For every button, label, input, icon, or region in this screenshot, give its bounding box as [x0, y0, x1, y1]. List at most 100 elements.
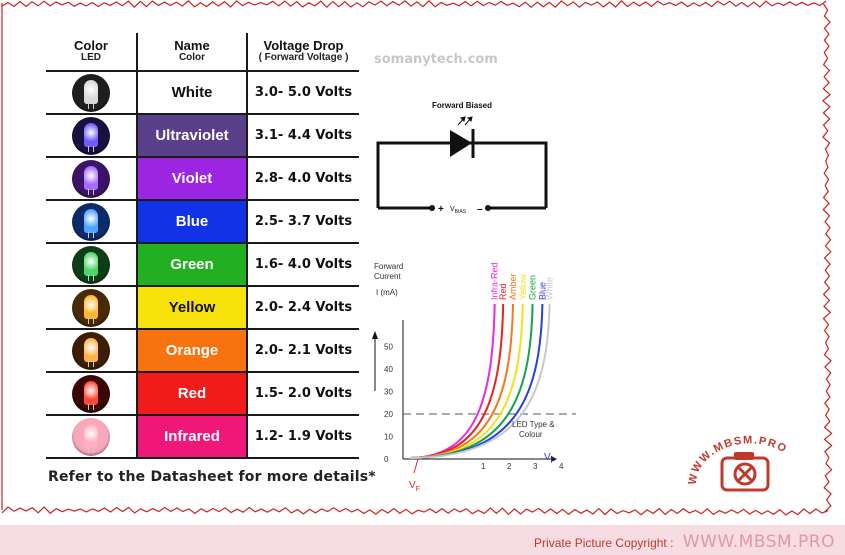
- y-tick-label: 20: [384, 410, 393, 419]
- curve-label: Red: [498, 283, 508, 300]
- voltage-cell: 1.6- 4.0 Volts: [247, 242, 359, 287]
- footer-bar: [0, 525, 845, 555]
- led-image-cell: [46, 156, 138, 201]
- led-image-cell: [46, 113, 138, 158]
- camera-icon: [720, 452, 770, 492]
- terminal-positive: [429, 205, 435, 211]
- voltage-cell: 1.2- 1.9 Volts: [247, 414, 359, 459]
- led-bulb-icon: [72, 288, 110, 327]
- curve-label: Green: [528, 275, 538, 300]
- color-name-cell: Green: [137, 242, 248, 287]
- led-image-cell: [46, 242, 138, 287]
- x-tick-label: 1: [481, 462, 486, 471]
- forward-biased-circuit: Forward Biased + VBIAS –: [376, 101, 548, 215]
- vbias-label: VBIAS: [450, 206, 467, 215]
- table-row: Blue 2.5- 3.7 Volts: [46, 199, 359, 244]
- header-name: Name Color: [137, 33, 248, 72]
- color-name-cell: White: [137, 70, 248, 115]
- voltage-cell: 2.0- 2.4 Volts: [247, 285, 359, 330]
- circuit-label: Forward Biased: [432, 101, 492, 110]
- led-bulb-icon: [72, 73, 110, 112]
- terminal-negative: [485, 205, 491, 211]
- iv-curve-yellow: [409, 303, 524, 459]
- table-header-row: Color LED Name Color Voltage Drop ( Forw…: [46, 33, 359, 72]
- plus-sign: +: [438, 204, 444, 215]
- color-name-cell: Red: [137, 371, 248, 416]
- led-image-cell: [46, 285, 138, 330]
- voltage-cell: 2.5- 3.7 Volts: [247, 199, 359, 244]
- footer-site[interactable]: WWW.MBSM.PRO: [682, 532, 835, 552]
- curve-label: Infra-Red: [490, 262, 500, 300]
- header-voltage-drop: Voltage Drop ( Forward Voltage ): [247, 33, 359, 72]
- table-row: Yellow 2.0- 2.4 Volts: [46, 285, 359, 330]
- mbsm-logo: WWW.MBSM.PRO: [686, 434, 788, 492]
- curve-label: White: [545, 277, 555, 300]
- voltage-cell: 2.8- 4.0 Volts: [247, 156, 359, 201]
- datasheet-note: Refer to the Datasheet for more details*: [48, 469, 376, 485]
- color-name-cell: Ultraviolet: [137, 113, 248, 158]
- light-emission-arrows-icon: [457, 116, 473, 126]
- footer-copyright: Private Picture Copyright : WWW.MBSM.PRO: [534, 532, 835, 552]
- led-bulb-icon: [72, 159, 110, 198]
- color-name-cell: Yellow: [137, 285, 248, 330]
- table-row: Ultraviolet 3.1- 4.4 Volts: [46, 113, 359, 158]
- curve-label: Yellow: [518, 274, 528, 300]
- table-row: Infrared 1.2- 1.9 Volts: [46, 414, 359, 459]
- voltage-cell: 3.0- 5.0 Volts: [247, 70, 359, 115]
- watermark: somanytech.com: [374, 52, 498, 67]
- y-tick-label: 40: [384, 365, 393, 374]
- color-name-cell: Violet: [137, 156, 248, 201]
- table-row: Green 1.6- 4.0 Volts: [46, 242, 359, 287]
- table-row: Red 1.5- 2.0 Volts: [46, 371, 359, 416]
- table-row: Violet 2.8- 4.0 Volts: [46, 156, 359, 201]
- x-axis-label: VF: [544, 452, 555, 465]
- color-name-cell: Infrared: [137, 414, 248, 459]
- y-tick-label: 50: [384, 343, 393, 352]
- y-axis-label-forward: Forward: [374, 262, 403, 271]
- color-name-cell: Blue: [137, 199, 248, 244]
- minus-sign: –: [477, 204, 483, 215]
- led-image-cell: [46, 328, 138, 373]
- y-axis-arrow-icon: [372, 331, 378, 391]
- led-image-cell: [46, 70, 138, 115]
- led-bulb-icon: [72, 245, 110, 284]
- y-axis-label-current: Current: [374, 272, 401, 281]
- x-axis-arrow-icon: [551, 456, 557, 462]
- iv-curve-amber: [409, 303, 514, 459]
- curve-label: Amber: [508, 273, 518, 300]
- voltage-cell: 3.1- 4.4 Volts: [247, 113, 359, 158]
- x-tick-label: 4: [559, 462, 564, 471]
- circuit-wire: [376, 141, 548, 208]
- led-image-cell: [46, 414, 138, 459]
- led-bulb-icon: [72, 417, 110, 456]
- led-image-cell: [46, 371, 138, 416]
- diode-icon: [450, 129, 475, 158]
- led-bulb-icon: [72, 331, 110, 370]
- copyright-label: Private Picture Copyright :: [534, 536, 674, 550]
- color-name-cell: Orange: [137, 328, 248, 373]
- y-tick-label: 30: [384, 388, 393, 397]
- iv-curve-white: [409, 303, 551, 459]
- x-tick-label: 3: [533, 462, 538, 471]
- led-bulb-icon: [72, 116, 110, 155]
- header-color: Color LED: [46, 33, 138, 72]
- y-tick-label: 0: [384, 455, 389, 464]
- vf-marker-line: [413, 458, 419, 474]
- curve-label: Blue: [537, 282, 547, 300]
- table-row: White 3.0- 5.0 Volts: [46, 70, 359, 115]
- voltage-cell: 1.5- 2.0 Volts: [247, 371, 359, 416]
- y-axis-unit: I (mA): [376, 288, 398, 297]
- x-tick-label: 2: [507, 462, 512, 471]
- led-image-cell: [46, 199, 138, 244]
- legend-line2: Colour: [519, 430, 543, 439]
- table-row: Orange 2.0- 2.1 Volts: [46, 328, 359, 373]
- vf-marker-label: VF: [409, 480, 420, 493]
- led-bulb-icon: [72, 202, 110, 241]
- legend-line1: LED Type &: [512, 420, 555, 429]
- voltage-cell: 2.0- 2.1 Volts: [247, 328, 359, 373]
- led-bulb-icon: [72, 374, 110, 413]
- y-tick-label: 10: [384, 433, 393, 442]
- led-voltage-table: Color LED Name Color Voltage Drop ( Forw…: [46, 33, 359, 459]
